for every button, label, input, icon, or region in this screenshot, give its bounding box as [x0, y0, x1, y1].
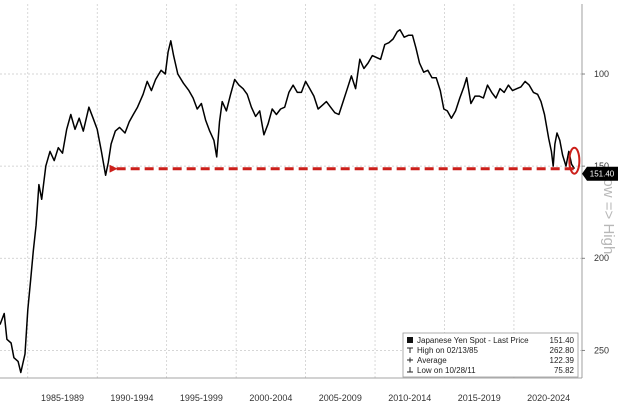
x-tick-label: 1990-1994: [110, 393, 153, 403]
y-tick-label: 250: [594, 345, 609, 355]
x-tick-label: 2010-2014: [388, 393, 431, 403]
x-tick-label: 2000-2004: [249, 393, 292, 403]
series-line-yen: [0, 29, 576, 374]
legend-entry-value: 262.80: [550, 346, 575, 355]
last-price-label: 151.40: [590, 170, 615, 179]
legend-box: [402, 332, 579, 378]
legend-entry-value: 122.39: [550, 356, 575, 365]
legend-marker-average: [407, 357, 413, 363]
legend-entry-value: 151.40: [550, 336, 575, 345]
x-tick-label: 1985-1989: [41, 393, 84, 403]
legend-entry-label: Japanese Yen Spot - Last Price: [417, 336, 529, 345]
legend-entry-label: Low on 10/28/11: [417, 366, 476, 375]
x-dividers: [27, 4, 515, 378]
x-tick-label: 2020-2024: [527, 393, 570, 403]
legend-entry-label: High on 02/13/85: [417, 346, 478, 355]
legend-entry-value: 75.82: [554, 366, 575, 375]
legend-marker-square: [407, 337, 413, 343]
axis-layer: 100 150 200 250 1985-1989 1990-1994 1995-1999 2…: [0, 4, 618, 403]
legend-entry-label: Average: [417, 356, 447, 365]
x-tick-label: 2015-2019: [458, 393, 501, 403]
y-tick-label: 200: [594, 253, 609, 263]
axis-side-label: Low => High: [600, 170, 617, 254]
y-tick-label: 150: [594, 161, 609, 171]
highlight-circle: [568, 146, 581, 175]
x-tick-label: 1995-1999: [180, 393, 223, 403]
y-tick-label: 100: [594, 69, 609, 79]
legend: Japanese Yen Spot - Last Price 151.40 High…: [402, 332, 579, 378]
last-price-tag: [582, 166, 618, 181]
x-tick-label: 2005-2009: [319, 393, 362, 403]
legend-marker-low: [407, 367, 413, 373]
reference-arrow-layer: [109, 146, 581, 175]
series-layer: [0, 29, 576, 374]
legend-marker-high: [407, 347, 413, 353]
